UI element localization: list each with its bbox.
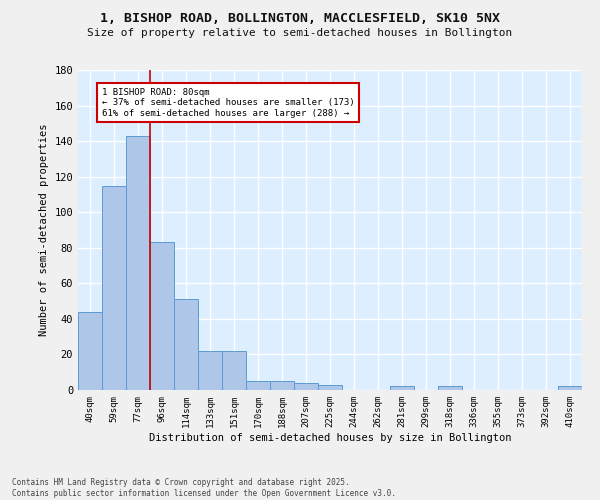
Bar (174, 300, 198, 390)
Bar (198, 351, 222, 390)
Text: Size of property relative to semi-detached houses in Bollington: Size of property relative to semi-detach… (88, 28, 512, 38)
Bar (438, 386, 462, 390)
Text: 1 BISHOP ROAD: 80sqm
← 37% of semi-detached houses are smaller (173)
61% of semi: 1 BISHOP ROAD: 80sqm ← 37% of semi-detac… (102, 88, 355, 118)
Bar (390, 386, 414, 390)
Text: 1, BISHOP ROAD, BOLLINGTON, MACCLESFIELD, SK10 5NX: 1, BISHOP ROAD, BOLLINGTON, MACCLESFIELD… (100, 12, 500, 26)
Text: Contains HM Land Registry data © Crown copyright and database right 2025.
Contai: Contains HM Land Registry data © Crown c… (12, 478, 396, 498)
Bar (270, 381, 294, 390)
Y-axis label: Number of semi-detached properties: Number of semi-detached properties (39, 124, 49, 336)
Bar (294, 383, 318, 390)
Bar (102, 186, 126, 390)
Bar (78, 312, 102, 390)
Bar (222, 351, 246, 390)
Bar (246, 381, 270, 390)
Bar (126, 136, 150, 390)
Bar (318, 384, 342, 390)
Bar (558, 386, 582, 390)
X-axis label: Distribution of semi-detached houses by size in Bollington: Distribution of semi-detached houses by … (149, 432, 511, 442)
Bar (150, 242, 174, 390)
